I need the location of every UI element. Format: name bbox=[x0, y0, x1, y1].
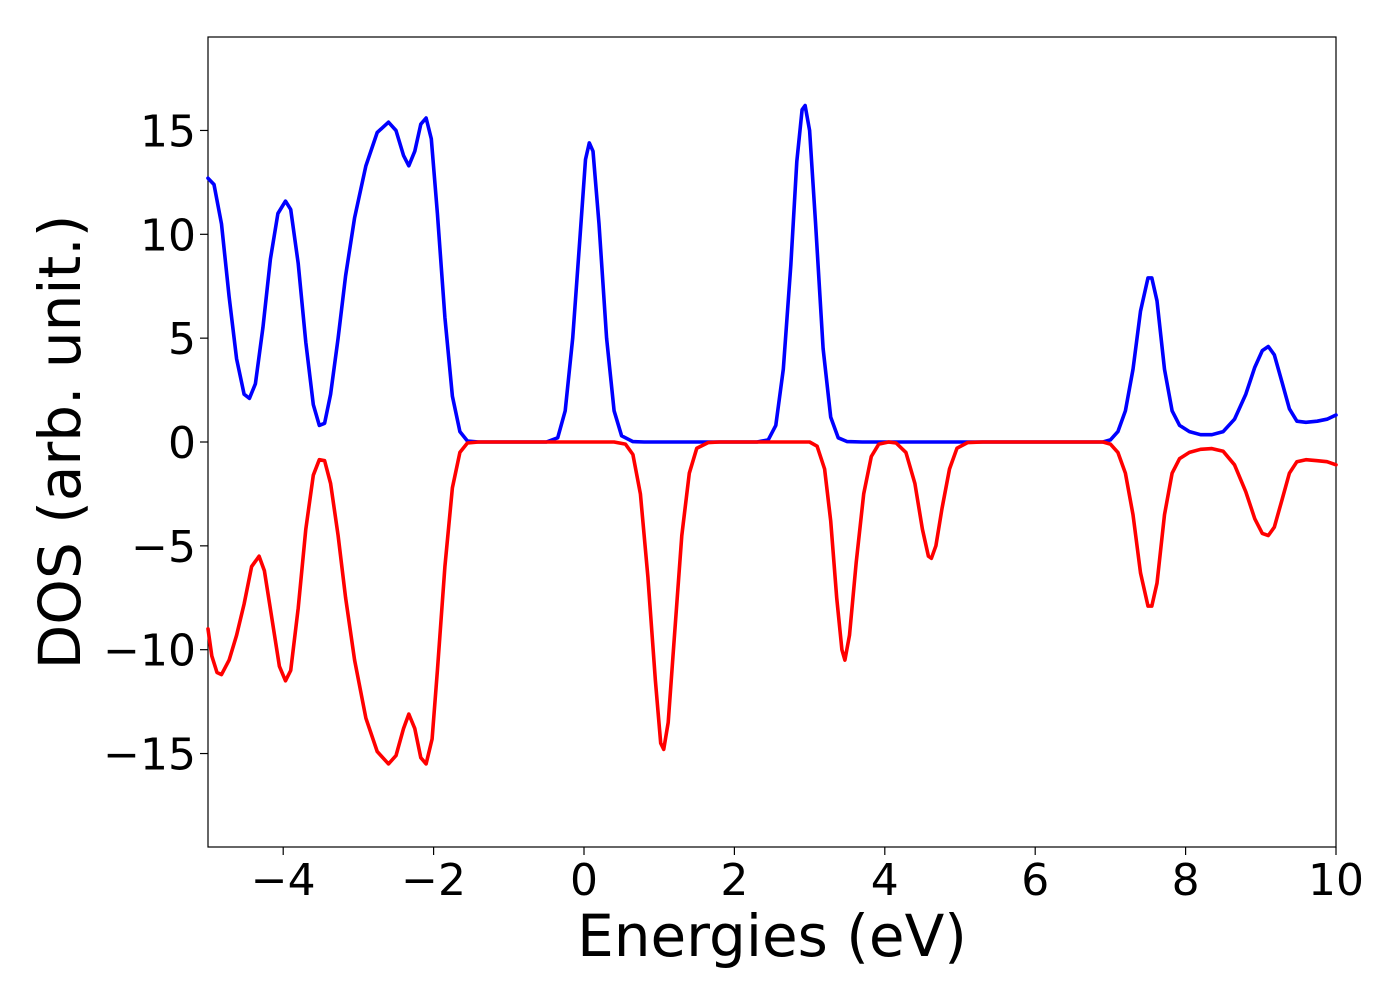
dos-series-line-2 bbox=[206, 440, 1338, 766]
x-tick-label: 0 bbox=[570, 855, 598, 906]
y-tick-label: 5 bbox=[168, 314, 196, 365]
series-group bbox=[206, 103, 1338, 766]
x-tick-label: −4 bbox=[251, 855, 316, 906]
y-tick-label: −15 bbox=[103, 730, 196, 781]
x-tick-label: 6 bbox=[1021, 855, 1049, 906]
x-axis-label: Energies (eV) bbox=[577, 902, 967, 970]
x-tick-label: 8 bbox=[1172, 855, 1200, 906]
x-tick-label: 2 bbox=[720, 855, 748, 906]
x-tick-label: 4 bbox=[871, 855, 899, 906]
dos-series-line-1 bbox=[206, 103, 1338, 444]
y-tick-label: 15 bbox=[140, 106, 196, 157]
y-axis-ticks: −15 −10 −5 0 5 10 15 bbox=[103, 106, 208, 781]
y-tick-label: −5 bbox=[131, 522, 196, 573]
y-tick-label: −10 bbox=[103, 626, 196, 677]
x-axis-ticks: −4 −2 0 2 4 6 8 10 bbox=[251, 847, 1364, 906]
x-tick-label: 10 bbox=[1308, 855, 1364, 906]
y-tick-label: 0 bbox=[168, 418, 196, 469]
y-tick-label: 10 bbox=[140, 210, 196, 261]
x-tick-label: −2 bbox=[401, 855, 466, 906]
y-axis-label: DOS (arb. unit.) bbox=[26, 215, 94, 670]
plot-area bbox=[206, 36, 1338, 848]
